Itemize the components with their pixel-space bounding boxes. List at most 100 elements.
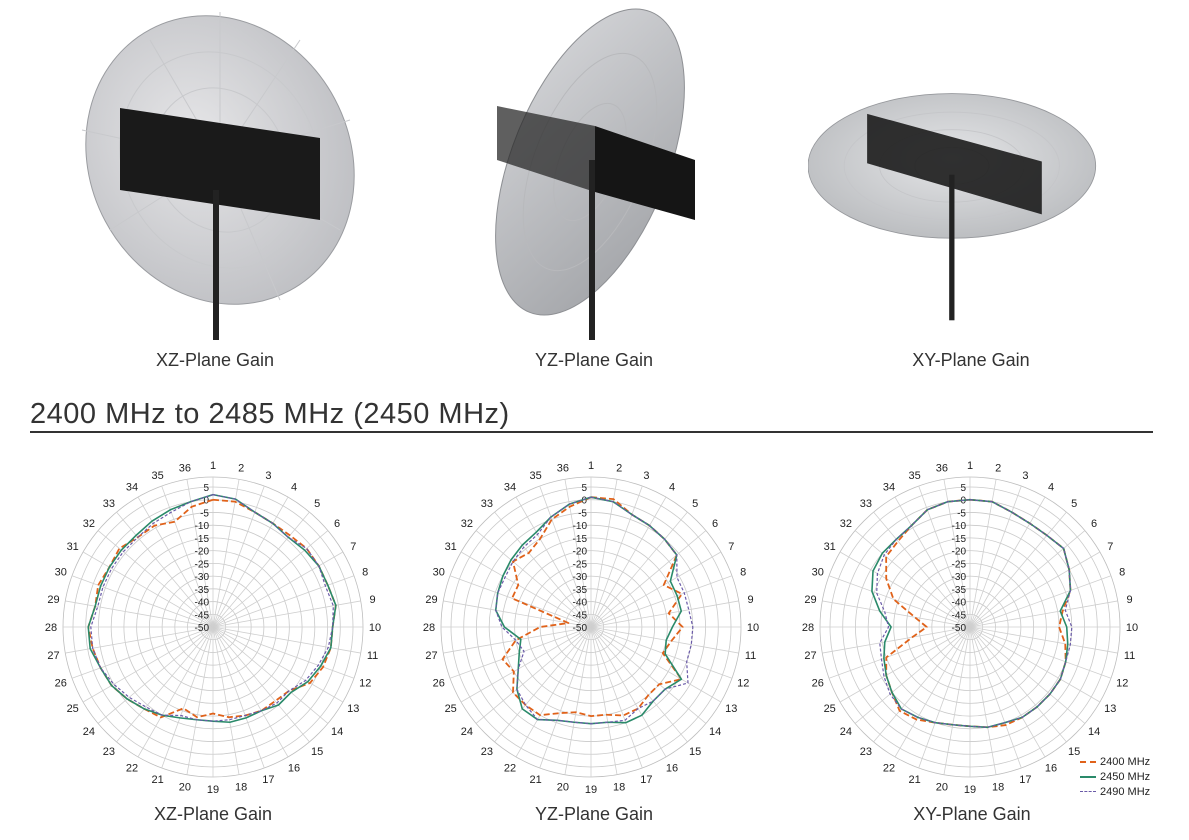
legend-item-2490: 2490 MHz xyxy=(1080,784,1150,799)
grid-spoke xyxy=(828,626,971,679)
series-line-2490-mhz xyxy=(495,496,694,725)
grid-spoke xyxy=(494,511,592,628)
radial-tick-label: -20 xyxy=(573,547,588,558)
angle-tick-label: 4 xyxy=(1048,482,1054,494)
angle-tick-label: 25 xyxy=(67,703,79,715)
angle-tick-label: 35 xyxy=(529,470,541,482)
grid-spoke xyxy=(969,530,1086,628)
grid-spoke xyxy=(212,626,310,743)
angle-tick-label: 19 xyxy=(964,784,976,796)
radial-tick-label: -25 xyxy=(573,559,588,570)
legend-label-2400: 2400 MHz xyxy=(1100,755,1151,768)
angle-tick-label: 15 xyxy=(311,746,323,758)
grid-spoke xyxy=(590,626,688,743)
angle-tick-label: 23 xyxy=(103,746,115,758)
section-title: 2400 MHz to 2485 MHz (2450 MHz) xyxy=(30,398,510,430)
angle-tick-label: 5 xyxy=(314,498,320,510)
radial-tick-label: -40 xyxy=(573,598,588,609)
angle-tick-label: 26 xyxy=(433,677,445,689)
grid-spoke xyxy=(475,530,592,628)
grid-spoke xyxy=(969,600,1118,628)
angle-tick-label: 6 xyxy=(334,518,340,530)
angle-tick-label: 16 xyxy=(1045,762,1057,774)
polar-chart-xz-svg: 1 234567891011121314151617181920212223242… xyxy=(45,460,381,796)
angle-tick-label: 32 xyxy=(840,518,852,530)
yz-plane-illustration xyxy=(495,8,695,340)
angle-tick-label: 10 xyxy=(747,622,759,634)
angle-tick-label: 17 xyxy=(1019,774,1031,786)
grid-spoke xyxy=(969,626,1022,769)
angle-tick-label: 8 xyxy=(740,567,746,579)
grid-spoke xyxy=(212,626,344,703)
xy-plane-illustration xyxy=(807,93,1097,321)
radial-tick-label: -15 xyxy=(195,534,210,545)
angle-tick-label: 34 xyxy=(504,482,516,494)
series-line-2450-mhz xyxy=(871,498,1072,729)
angle-tick-label: 10 xyxy=(369,622,381,634)
radial-tick-label: -10 xyxy=(195,521,210,532)
radial-tick-label: -35 xyxy=(952,585,967,596)
legend-item-2450: 2450 MHz xyxy=(1080,769,1150,784)
grid-spoke xyxy=(969,575,1112,628)
angle-tick-label: 30 xyxy=(812,567,824,579)
grid-spoke xyxy=(969,626,1067,743)
grid-spoke xyxy=(873,511,971,628)
angle-tick-label: 14 xyxy=(709,726,721,738)
render-caption-yz: YZ-Plane Gain xyxy=(534,350,654,370)
angle-tick-label: 13 xyxy=(347,703,359,715)
angle-tick-label: 18 xyxy=(235,782,247,794)
grid-spoke xyxy=(137,626,214,758)
grid-spoke xyxy=(539,626,592,769)
radial-tick-label: -30 xyxy=(952,572,967,583)
grid-spoke xyxy=(212,626,240,775)
angle-tick-label: 24 xyxy=(840,726,852,738)
polar-chart-xz: 1 2 3 4 5 6 7 8 9 10 11 12 13 14 15 16 17 18 19 20 21 22 23 24 2… xyxy=(33,452,393,802)
angle-tick-label: 30 xyxy=(55,567,67,579)
grid-spoke xyxy=(969,479,997,628)
grid-spoke xyxy=(854,626,971,724)
grid-spoke xyxy=(161,626,214,769)
grid-spoke xyxy=(822,626,971,654)
angle-tick-label: 15 xyxy=(1068,746,1080,758)
grid-spoke xyxy=(969,551,1101,628)
angle-tick-label: 31 xyxy=(67,541,79,553)
legend-swatch-2450 xyxy=(1080,775,1096,778)
angle-tick-label: 20 xyxy=(557,782,569,794)
angle-tick-label: 23 xyxy=(481,746,493,758)
angle-tick-label: 16 xyxy=(288,762,300,774)
grid-spoke xyxy=(97,626,214,724)
angle-tick-label: 29 xyxy=(425,594,437,606)
angle-tick-label: 11 xyxy=(1124,650,1135,662)
chart-legend: 2400 MHz 2450 MHz 2490 MHz xyxy=(1080,754,1150,799)
polar-chart-xy-svg: 1 234567891011121314151617181920212223242… xyxy=(802,460,1138,796)
radial-tick-label: -30 xyxy=(195,572,210,583)
grid-spoke xyxy=(71,626,214,679)
legend-label-2450: 2450 MHz xyxy=(1100,770,1151,783)
grid-spoke xyxy=(82,551,214,628)
angle-tick-label: 36 xyxy=(557,462,569,474)
angle-tick-label: 32 xyxy=(461,518,473,530)
legend-swatch-2400 xyxy=(1080,760,1096,763)
grid-spoke xyxy=(212,511,310,628)
legend-label-2490: 2490 MHz xyxy=(1100,785,1151,798)
angle-tick-label: 34 xyxy=(126,482,138,494)
angle-tick-label: 13 xyxy=(725,703,737,715)
angle-tick-label: 7 xyxy=(728,541,734,553)
angle-tick-label: 15 xyxy=(689,746,701,758)
angle-tick-label: 33 xyxy=(481,498,493,510)
radial-tick-label: 5 xyxy=(581,483,587,494)
angle-tick-label: 5 xyxy=(1071,498,1077,510)
angle-tick-label: 8 xyxy=(362,567,368,579)
radial-tick-label: -35 xyxy=(195,585,210,596)
angle-tick-label: 10 xyxy=(1126,622,1138,634)
angle-tick-label: 18 xyxy=(992,782,1004,794)
grid-spoke xyxy=(894,496,971,628)
grid-spoke xyxy=(873,626,971,743)
angle-tick-label: 16 xyxy=(666,762,678,774)
radial-tick-label: -25 xyxy=(195,559,210,570)
angle-tick-label: 9 xyxy=(1126,594,1132,606)
grid-spoke xyxy=(590,626,707,724)
radial-tick-label: 5 xyxy=(960,483,966,494)
grid-spoke xyxy=(116,511,214,628)
grid-spoke xyxy=(590,511,688,628)
